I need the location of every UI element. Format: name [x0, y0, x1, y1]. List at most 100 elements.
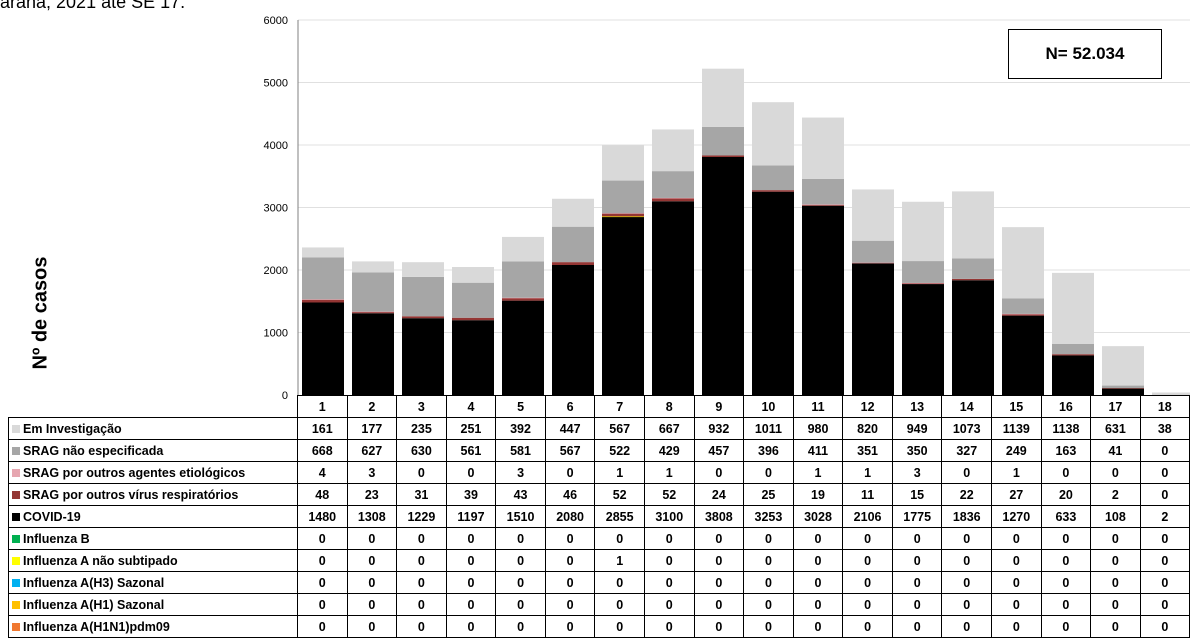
table-cell: 41	[1090, 439, 1141, 462]
table-cell: 351	[842, 439, 893, 462]
table-cell: 0	[991, 593, 1042, 616]
bar-segment	[1002, 298, 1044, 314]
y-tick-label: 5000	[264, 78, 288, 90]
table-cell: 567	[544, 439, 596, 462]
table-cell: 4	[296, 461, 348, 484]
bar-segment	[602, 213, 644, 217]
series-label: Influenza A(H3) Sazonal	[8, 571, 298, 594]
bar-segment	[352, 313, 394, 395]
table-cell: 0	[594, 527, 645, 550]
table-cell: 0	[1090, 593, 1141, 616]
table-cell: 38	[1139, 417, 1190, 440]
table-cell: 0	[792, 571, 844, 594]
total-cases-box: N= 52.034	[1008, 29, 1162, 79]
bar-segment	[552, 226, 594, 263]
bar-segment	[502, 300, 544, 395]
table-cell: 0	[693, 571, 745, 594]
bar-segment	[452, 282, 494, 318]
bar-segment	[452, 317, 494, 321]
x-tick-label: 14	[941, 395, 993, 418]
table-cell: 0	[346, 549, 398, 572]
table-cell: 1138	[1040, 417, 1092, 440]
table-cell: 668	[296, 439, 348, 462]
y-tick-label: 4000	[264, 140, 288, 152]
table-cell: 0	[495, 615, 546, 638]
bar-segment	[302, 247, 344, 258]
bar-segment	[752, 165, 794, 191]
table-cell: 52	[643, 483, 695, 506]
table-cell: 0	[495, 527, 546, 550]
table-cell: 396	[743, 439, 794, 462]
bar-segment	[952, 280, 994, 395]
table-cell: 108	[1090, 505, 1141, 528]
table-cell: 1	[991, 461, 1042, 484]
table-cell: 457	[693, 439, 745, 462]
table-cell: 20	[1040, 483, 1092, 506]
table-cell: 0	[891, 571, 943, 594]
bar-segment	[402, 318, 444, 395]
table-cell: 161	[296, 417, 348, 440]
figure-caption: araná, 2021 até SE 17.	[0, 0, 186, 12]
table-cell: 0	[743, 593, 794, 616]
table-cell: 1011	[743, 417, 794, 440]
table-cell: 0	[1040, 571, 1092, 594]
table-cell: 631	[1090, 417, 1141, 440]
data-table: 1 2 3 4 5 6 7 8 9 10 11 12 13 14 15 16 17 18 Em Investigaç…	[8, 395, 1190, 638]
bar-segment	[702, 157, 744, 395]
bar-segment	[902, 282, 944, 284]
table-cell: 27	[991, 483, 1042, 506]
table-cell: 630	[396, 439, 447, 462]
bar-segment	[402, 316, 444, 319]
table-cell: 0	[544, 571, 596, 594]
table-cell: 0	[396, 571, 447, 594]
x-tick-label: 18	[1139, 395, 1190, 418]
bar-segment	[852, 240, 894, 263]
series-name: SRAG por outros vírus respiratórios	[23, 487, 239, 502]
bar-segment	[1002, 227, 1044, 299]
table-cell: 1	[792, 461, 844, 484]
bar-segment	[1052, 354, 1094, 356]
table-cell: 0	[1139, 549, 1190, 572]
table-cell: 1480	[296, 505, 348, 528]
bar-segment	[1152, 392, 1190, 395]
bar-segment	[552, 198, 594, 227]
table-cell: 820	[842, 417, 893, 440]
series-label: Em Investigação	[8, 417, 298, 440]
table-cell: 0	[792, 527, 844, 550]
bar-segment	[702, 68, 744, 127]
table-cell: 0	[296, 571, 348, 594]
table-cell: 0	[594, 571, 645, 594]
bar-segment	[752, 191, 794, 395]
x-tick-label: 9	[693, 395, 745, 418]
bar-segment	[602, 216, 644, 218]
table-cell: 0	[941, 593, 993, 616]
table-cell: 0	[1139, 439, 1190, 462]
x-tick-label: 2	[346, 395, 398, 418]
series-label: SRAG por outros vírus respiratórios	[8, 483, 298, 506]
bar-segment	[902, 261, 944, 283]
y-tick-label: 2000	[264, 265, 288, 277]
table-cell: 3808	[693, 505, 745, 528]
table-cell: 22	[941, 483, 993, 506]
bar-segment	[652, 129, 694, 172]
table-cell: 0	[445, 527, 497, 550]
bar-segment	[352, 272, 394, 312]
table-cell: 0	[544, 527, 596, 550]
x-tick-label: 1	[296, 395, 348, 418]
table-cell: 1229	[396, 505, 447, 528]
table-cell: 1836	[941, 505, 993, 528]
table-cell: 0	[1090, 549, 1141, 572]
bar-segment	[502, 297, 544, 299]
series-name: Influenza A(H1) Sazonal	[23, 597, 165, 612]
table-cell: 0	[346, 527, 398, 550]
bar-segment	[902, 284, 944, 395]
bar-segment	[702, 126, 744, 156]
table-cell: 3100	[643, 505, 695, 528]
table-cell: 447	[544, 417, 596, 440]
bar-segment	[852, 189, 894, 241]
bar-segment	[502, 261, 544, 298]
bar-segment	[1102, 388, 1144, 389]
x-tick-label: 6	[544, 395, 596, 418]
table-row: COVID-19 1480 1308 1229 1197 1510 2080 2855 3100…	[8, 505, 1190, 528]
